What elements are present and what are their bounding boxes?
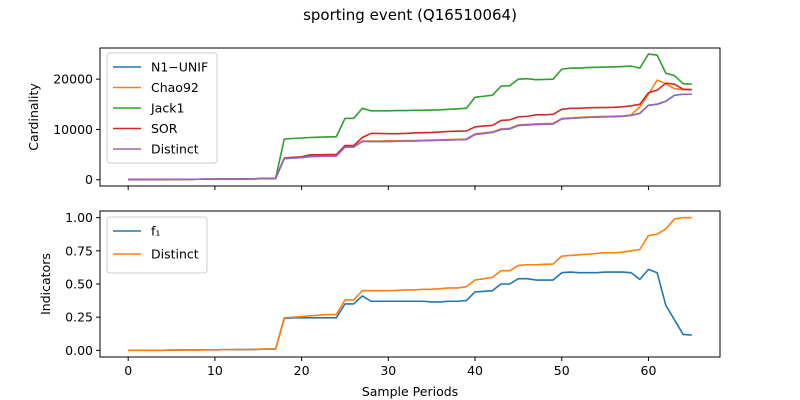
x-tick-label: 30 [380, 363, 396, 378]
y-axis-label: Indicators [38, 253, 53, 315]
cardinality-panel: 0 10000 20000 Cardinality N1−UNIF Chao92 Jack1… [26, 47, 721, 190]
legend-entry: Chao92 [151, 80, 199, 95]
indicators-panel: 0 10 20 30 40 50 60 0.00 0.25 0.50 0.75 1.00 Indicat… [38, 210, 721, 399]
x-tick-label: 0 [124, 363, 132, 378]
legend: f₁ Distinct [106, 216, 208, 274]
y-tick-label: 20000 [53, 72, 93, 87]
y-tick-label: 0 [85, 172, 93, 187]
legend-entry: Distinct [151, 247, 199, 262]
series-line-ind-distinct [128, 216, 692, 352]
series-line-ind-f [128, 268, 692, 352]
legend-entry: f₁ [151, 224, 160, 239]
x-tick-label: 60 [641, 363, 657, 378]
y-tick-label: 10000 [53, 122, 93, 137]
legend-box [106, 52, 218, 164]
x-tick-label: 10 [207, 363, 223, 378]
axes-frame [99, 47, 721, 187]
series-line-card-distinct [128, 93, 692, 181]
legend-entry: Jack1 [150, 101, 184, 116]
legend-entry: Distinct [151, 142, 199, 157]
y-tick-label: 0.50 [65, 277, 93, 292]
y-tick-label: 0.25 [65, 310, 93, 325]
y-tick-label: 1.00 [65, 210, 93, 225]
y-axis-label: Cardinality [26, 83, 41, 151]
legend: N1−UNIF Chao92 Jack1 SOR Distinct [106, 52, 218, 164]
legend-entry: N1−UNIF [151, 60, 208, 75]
x-tick-label: 40 [467, 363, 483, 378]
x-tick-label: 50 [554, 363, 570, 378]
y-tick-label: 0.75 [65, 243, 93, 258]
legend-entry: SOR [151, 121, 178, 136]
y-tick-label: 0.00 [65, 343, 93, 358]
x-axis-label: Sample Periods [362, 384, 458, 399]
x-tick-label: 20 [294, 363, 310, 378]
figure-title: sporting event (Q16510064) [303, 6, 517, 24]
